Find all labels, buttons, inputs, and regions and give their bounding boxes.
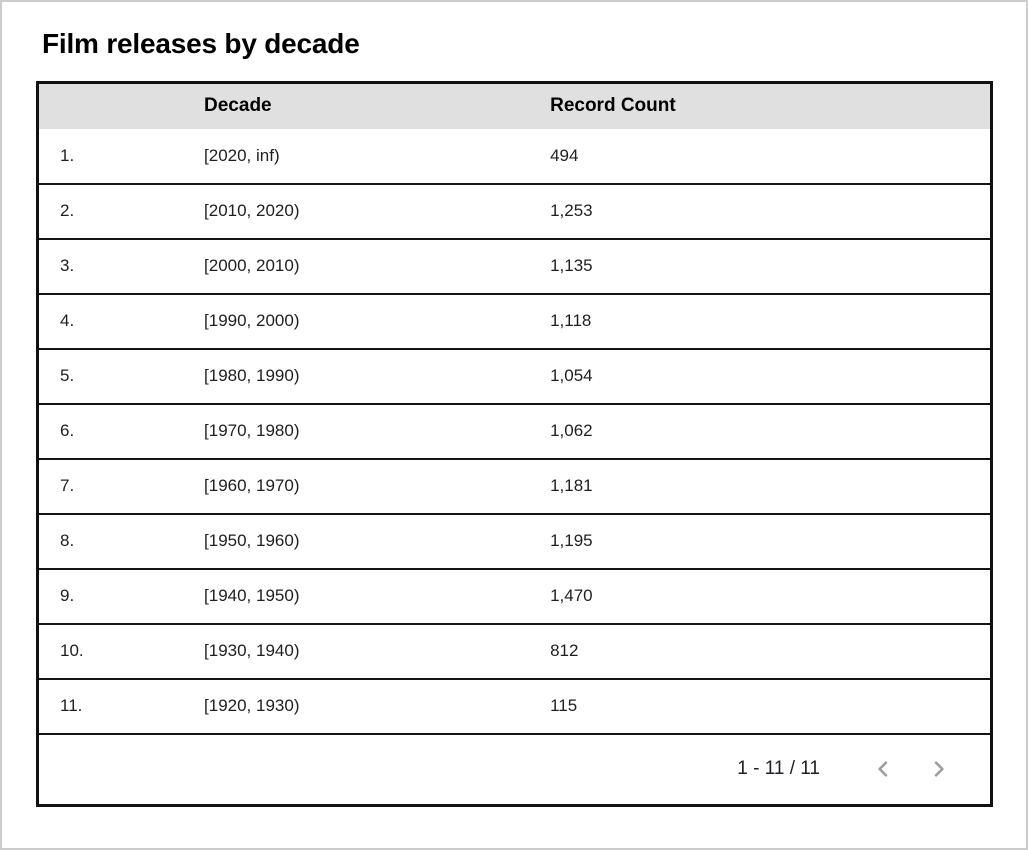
pagination-bar: 1 - 11 / 11 <box>39 735 990 805</box>
row-index: 8. <box>37 512 205 569</box>
decade-cell: [2000, 2010) <box>204 237 551 294</box>
table-row: 5. [1980, 1990) 1,054 <box>37 347 992 404</box>
row-index: 1. <box>37 128 205 184</box>
record-count-cell: 1,181 <box>550 457 992 514</box>
record-count-cell: 1,135 <box>550 237 992 294</box>
column-header-decade[interactable]: Decade <box>204 82 551 129</box>
record-count-cell: 1,062 <box>550 402 992 459</box>
record-count-cell: 1,253 <box>550 182 992 239</box>
table-row: 11. [1920, 1930) 115 <box>37 677 992 734</box>
chevron-left-icon <box>870 756 896 782</box>
decade-cell: [1940, 1950) <box>204 567 551 624</box>
decade-cell: [1970, 1980) <box>204 402 551 459</box>
row-index: 7. <box>37 457 205 514</box>
table-row: 7. [1960, 1970) 1,181 <box>37 457 992 514</box>
record-count-cell: 115 <box>550 677 992 734</box>
table-row: 6. [1970, 1980) 1,062 <box>37 402 992 459</box>
row-index: 3. <box>37 237 205 294</box>
table-header-row: Decade Record Count <box>37 82 992 129</box>
decade-cell: [1980, 1990) <box>204 347 551 404</box>
decade-cell: [1960, 1970) <box>204 457 551 514</box>
table-row: 2. [2010, 2020) 1,253 <box>37 182 992 239</box>
decade-cell: [2010, 2020) <box>204 182 551 239</box>
record-count-cell: 1,118 <box>550 292 992 349</box>
table-row: 9. [1940, 1950) 1,470 <box>37 567 992 624</box>
pagination-row: 1 - 11 / 11 <box>37 732 992 806</box>
row-index: 6. <box>37 402 205 459</box>
table-row: 4. [1990, 2000) 1,118 <box>37 292 992 349</box>
record-count-cell: 812 <box>550 622 992 679</box>
film-releases-table: Decade Record Count 1. [2020, inf) 494 2… <box>36 81 993 807</box>
row-index: 4. <box>37 292 205 349</box>
row-index: 11. <box>37 677 205 734</box>
table-row: 3. [2000, 2010) 1,135 <box>37 237 992 294</box>
record-count-cell: 494 <box>550 128 992 184</box>
table-row: 1. [2020, inf) 494 <box>37 128 992 184</box>
prev-page-button[interactable] <box>866 752 900 786</box>
record-count-cell: 1,195 <box>550 512 992 569</box>
table-row: 8. [1950, 1960) 1,195 <box>37 512 992 569</box>
decade-cell: [1920, 1930) <box>204 677 551 734</box>
row-index: 10. <box>37 622 205 679</box>
table-row: 10. [1930, 1940) 812 <box>37 622 992 679</box>
row-index: 5. <box>37 347 205 404</box>
decade-cell: [1990, 2000) <box>204 292 551 349</box>
chevron-right-icon <box>926 756 952 782</box>
pagination-range-label: 1 - 11 / 11 <box>737 758 820 780</box>
next-page-button[interactable] <box>922 752 956 786</box>
column-header-record-count[interactable]: Record Count <box>550 82 992 129</box>
decade-cell: [1950, 1960) <box>204 512 551 569</box>
decade-cell: [1930, 1940) <box>204 622 551 679</box>
record-count-cell: 1,054 <box>550 347 992 404</box>
row-index: 2. <box>37 182 205 239</box>
page-title: Film releases by decade <box>42 28 360 59</box>
column-header-index <box>37 82 205 129</box>
record-count-cell: 1,470 <box>550 567 992 624</box>
decade-cell: [2020, inf) <box>204 128 551 184</box>
row-index: 9. <box>37 567 205 624</box>
